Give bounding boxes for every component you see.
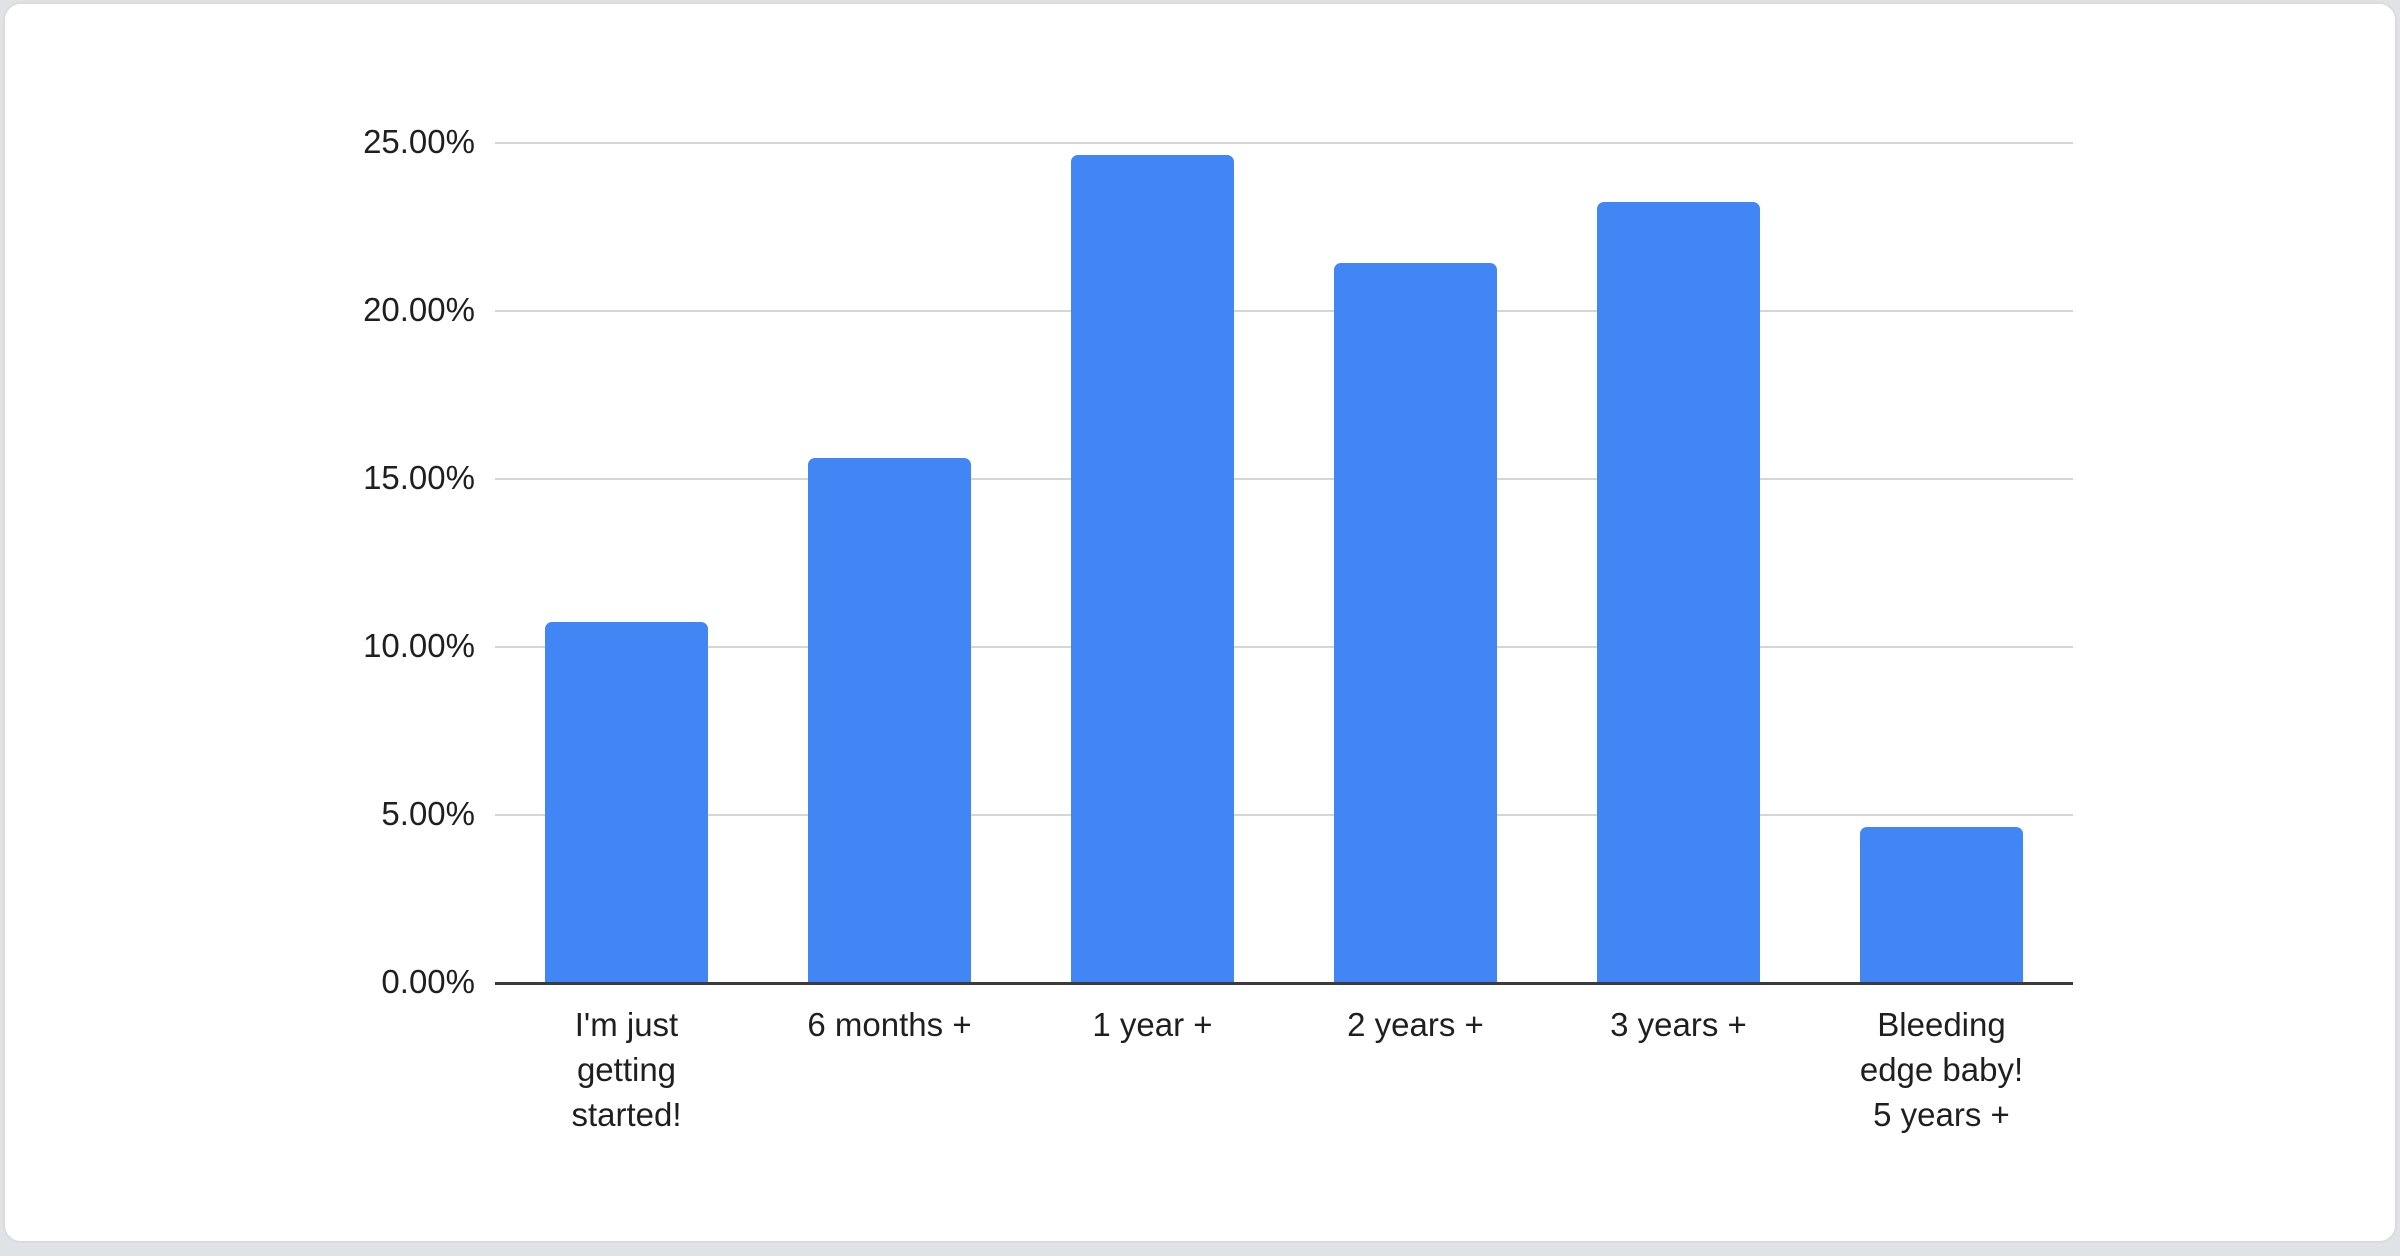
x-tick-label-line: 1 year + [1092, 1006, 1213, 1043]
y-tick-label: 25.00% [363, 123, 475, 160]
chart-card: 0.00% 5.00% 10.00% 15.00% 20.00% 25.00% I'm j… [3, 2, 2397, 1243]
x-tick-label-line: Bleeding [1877, 1006, 2006, 1043]
x-axis-labels: I'm just getting started! 6 months + 1 year … [495, 1002, 2073, 1137]
bars [495, 142, 2073, 982]
x-tick-label-line: started! [571, 1096, 682, 1133]
x-tick-label-line: 5 years + [1873, 1096, 2010, 1133]
bar-chart: 0.00% 5.00% 10.00% 15.00% 20.00% 25.00% I'm j… [5, 4, 2395, 1241]
x-tick-label-line: 3 years + [1610, 1006, 1747, 1043]
bar-slot [758, 142, 1021, 982]
bar-5[interactable] [1860, 827, 2023, 982]
y-axis-labels: 0.00% 5.00% 10.00% 15.00% 20.00% 25.00% [5, 123, 475, 1000]
x-tick-label: Bleeding edge baby! 5 years + [1810, 1002, 2073, 1137]
bar-1[interactable] [808, 457, 971, 982]
x-tick-label: 1 year + [1021, 1002, 1284, 1137]
bar-slot [1284, 142, 1547, 982]
x-tick-label: I'm just getting started! [495, 1002, 758, 1137]
bar-3[interactable] [1334, 262, 1497, 982]
gridline [495, 142, 2073, 144]
gridline [495, 478, 2073, 480]
x-tick-label: 6 months + [758, 1002, 1021, 1137]
x-tick-label-line: edge baby! [1859, 1051, 2024, 1088]
y-tick-label: 0.00% [381, 963, 475, 1000]
y-tick-label: 15.00% [363, 459, 475, 496]
x-tick-label-line: 6 months + [807, 1006, 972, 1043]
bar-0[interactable] [545, 622, 708, 982]
x-tick-label: 2 years + [1284, 1002, 1547, 1137]
bar-2[interactable] [1071, 155, 1234, 982]
x-tick-label-line: getting [576, 1051, 677, 1088]
bar-4[interactable] [1597, 202, 1760, 982]
plot-area [495, 142, 2073, 985]
y-tick-label: 10.00% [363, 627, 475, 664]
gridline [495, 646, 2073, 648]
x-tick-label-line: I'm just [574, 1006, 679, 1043]
y-tick-label: 20.00% [363, 291, 475, 328]
x-tick-label-line: 2 years + [1347, 1006, 1484, 1043]
gridline [495, 814, 2073, 816]
gridline [495, 310, 2073, 312]
bar-slot [1021, 142, 1284, 982]
bar-slot [1547, 142, 1810, 982]
y-tick-label: 5.00% [381, 795, 475, 832]
x-tick-label: 3 years + [1547, 1002, 1810, 1137]
bar-slot [495, 142, 758, 982]
bar-slot [1810, 142, 2073, 982]
